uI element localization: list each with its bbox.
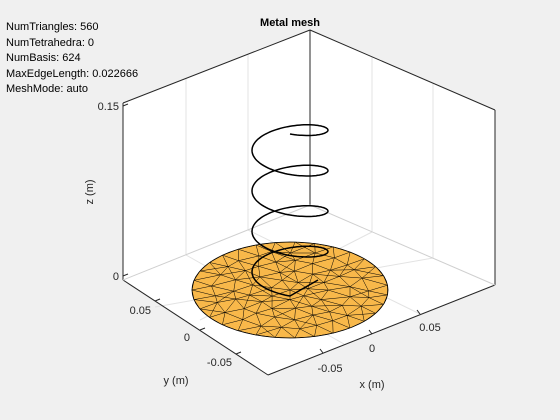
chart-title: Metal mesh	[260, 17, 320, 29]
info-max-edge-length: MaxEdgeLength: 0.022666	[6, 67, 139, 80]
back-wall-left	[123, 30, 310, 280]
x-tick-label: 0	[369, 343, 375, 355]
info-num-triangles: NumTriangles: 560	[6, 21, 99, 33]
axes-box	[122, 29, 496, 376]
y-tick-label: 0.05	[130, 305, 151, 317]
z-axis-label: z (m)	[84, 179, 96, 204]
x-tick-label: -0.05	[317, 363, 342, 375]
info-num-basis: NumBasis: 624	[6, 52, 81, 64]
info-mesh-mode: MeshMode: auto	[6, 83, 88, 95]
x-tick-label: 0.05	[419, 322, 440, 334]
helix-conductor	[251, 123, 329, 297]
y-tick-label: 0	[184, 332, 190, 344]
z-tick-label: 0	[113, 271, 119, 283]
back-wall-right	[310, 30, 495, 285]
x-axis-label: x (m)	[359, 379, 384, 391]
mesh-info-panel: NumTriangles: 560 NumTetrahedra: 0 NumBa…	[6, 20, 138, 98]
ground-plane-mesh	[191, 241, 389, 339]
y-tick-label: -0.05	[207, 357, 232, 369]
z-tick-label: 0.15	[98, 101, 119, 113]
mesh-triangle-edges	[191, 241, 388, 339]
info-num-tetrahedra: NumTetrahedra: 0	[6, 36, 95, 49]
y-axis-label: y (m)	[163, 375, 188, 387]
